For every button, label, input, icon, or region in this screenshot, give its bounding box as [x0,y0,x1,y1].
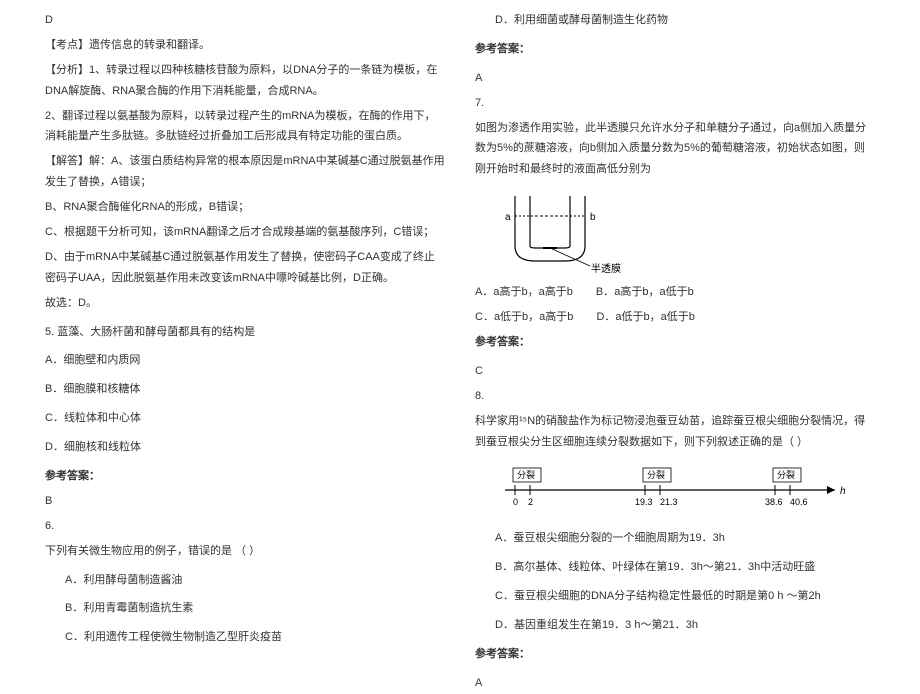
u-tube-diagram: a b 半透膜 [495,186,625,276]
tl-label3: 分裂 [777,470,795,480]
q8-number: 8. [475,386,875,407]
kaodian-line: 【考点】遗传信息的转录和翻译。 [45,35,445,56]
kaodian-text: 遗传信息的转录和翻译。 [89,39,210,51]
q7-option-a: A．a高于b，a高于b [475,282,573,303]
q6-answer: A [475,68,875,89]
q7-options-row1: A．a高于b，a高于b B．a高于b，a低于b [475,282,875,303]
gusuan-line: 故选：D。 [45,293,445,314]
q7-option-d: D．a低于b，a低于b [596,307,694,328]
answer-letter: D [45,10,445,31]
utube-label-mem: 半透膜 [591,262,621,275]
q6-answer-label: 参考答案： [475,39,875,60]
q6-option-d: D．利用细菌或酵母菌制造生化药物 [475,10,875,31]
q6-option-b: B．利用青霉菌制造抗生素 [45,598,445,619]
q5-stem: 5. 蓝藻、大肠杆菌和酵母菌都具有的结构是 [45,322,445,343]
fenxi-text1: 1、转录过程以四种核糖核苷酸为原料，以DNA分子的一条链为模板，在DNA解旋酶、… [45,64,437,97]
q7-answer-label: 参考答案： [475,332,875,353]
q6-option-c: C．利用遗传工程使微生物制造乙型肝炎疫苗 [45,627,445,648]
q8-option-b: B．高尔基体、线粒体、叶绿体在第19．3h～第21．3h中活动旺盛 [475,557,875,578]
q5-option-c: C．线粒体和中心体 [45,408,445,429]
tl-193: 19.3 [635,497,653,507]
timeline-diagram: 分裂 分裂 分裂 0 2 19.3 21.3 38.6 40.6 h [495,460,855,520]
jieda-line-a: 【解答】解：A、该蛋白质结构异常的根本原因是mRNA中某碱基C通过脱氨基作用发生… [45,151,445,193]
tl-2: 2 [528,497,533,507]
q5-option-a: A．细胞壁和内质网 [45,350,445,371]
jieda-line-b: B、RNA聚合酶催化RNA的形成，B错误； [45,197,445,218]
q8-option-d: D．基因重组发生在第19．3 h～第21．3h [475,615,875,636]
q5-answer: B [45,491,445,512]
fenxi-line2: 2、翻译过程以氨基酸为原料，以转录过程产生的mRNA为模板，在酶的作用下，消耗能… [45,106,445,148]
jieda-line-d: D、由于mRNA中某碱基C通过脱氨基作用发生了替换，使密码子CAA变成了终止密码… [45,247,445,289]
jieda-a: 解：A、该蛋白质结构异常的根本原因是mRNA中某碱基C通过脱氨基作用发生了替换，… [45,155,445,188]
q5-answer-label: 参考答案： [45,466,445,487]
jieda-label: 【解答】 [45,155,89,167]
utube-label-b: b [590,212,596,223]
fenxi-line1: 【分析】1、转录过程以四种核糖核苷酸为原料，以DNA分子的一条链为模板，在DNA… [45,60,445,102]
tl-label1: 分裂 [517,470,535,480]
q5-option-d: D．细胞核和线粒体 [45,437,445,458]
q6-option-a: A．利用酵母菌制造酱油 [45,570,445,591]
tl-406: 40.6 [790,497,808,507]
q6-stem: 下列有关微生物应用的例子，错误的是 （ ） [45,541,445,562]
q5-option-b: B．细胞膜和核糖体 [45,379,445,400]
q8-answer: A [475,673,875,694]
q8-stem: 科学家用¹⁵N的硝酸盐作为标记物浸泡蚕豆幼苗，追踪蚕豆根尖细胞分裂情况，得到蚕豆… [475,411,875,453]
tl-h: h [840,486,846,497]
left-column: D 【考点】遗传信息的转录和翻译。 【分析】1、转录过程以四种核糖核苷酸为原料，… [30,10,460,641]
q7-answer: C [475,361,875,382]
q8-option-c: C．蚕豆根尖细胞的DNA分子结构稳定性最低的时期是第0 h ～第2h [475,586,875,607]
tl-0: 0 [513,497,518,507]
q7-stem: 如图为渗透作用实验，此半透膜只允许水分子和单糖分子通过，向a侧加入质量分数为5%… [475,118,875,181]
utube-label-a: a [505,212,511,223]
q7-options-row2: C．a低于b，a高于b D．a低于b，a低于b [475,307,875,328]
jieda-line-c: C、根据题干分析可知，该mRNA翻译之后才合成羧基端的氨基酸序列，C错误； [45,222,445,243]
right-column: D．利用细菌或酵母菌制造生化药物 参考答案： A 7. 如图为渗透作用实验，此半… [460,10,890,641]
fenxi-label: 【分析】 [45,64,89,76]
tl-213: 21.3 [660,497,678,507]
kaodian-label: 【考点】 [45,39,89,51]
tl-386: 38.6 [765,497,783,507]
q6-number: 6. [45,516,445,537]
q7-number: 7. [475,93,875,114]
q8-answer-label: 参考答案： [475,644,875,665]
q7-option-c: C．a低于b，a高于b [475,307,573,328]
tl-label2: 分裂 [647,470,665,480]
q8-option-a: A．蚕豆根尖细胞分裂的一个细胞周期为19．3h [475,528,875,549]
q7-option-b: B．a高于b，a低于b [596,282,694,303]
